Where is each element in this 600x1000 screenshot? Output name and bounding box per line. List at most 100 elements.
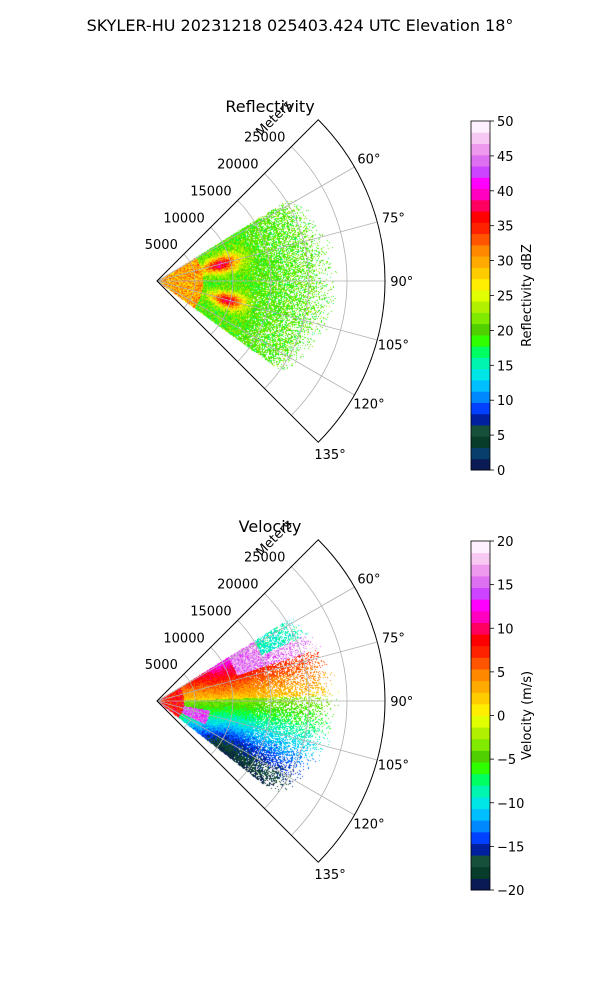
colorbar-segment [471, 301, 490, 313]
range-tick-label: 15000 [190, 604, 231, 619]
sector-frame [156, 119, 386, 443]
colorbar-tick-label: 15 [497, 579, 514, 594]
azimuth-tick-label: 120° [353, 817, 384, 832]
colorbar-tick-label: 5 [497, 429, 505, 444]
colorbar-tick-label: −10 [497, 797, 524, 812]
colorbar-segment [471, 121, 490, 133]
colorbar-segment [471, 610, 490, 623]
colorbar-segment [471, 680, 490, 693]
azimuth-tick-label: 75° [382, 632, 405, 647]
azimuth-tick-label: 105° [378, 758, 409, 773]
colorbar-segment [471, 447, 490, 460]
azimuth-tick-label: 90° [390, 695, 413, 710]
azimuth-gridline [156, 221, 378, 282]
range-tick-label: 20000 [217, 578, 258, 593]
colorbar-segment [471, 402, 490, 415]
panel-title: Velocity [239, 517, 302, 536]
azimuth-gridline [156, 280, 378, 341]
colorbar-tick-label: 20 [497, 324, 514, 339]
colorbar-label: Reflectivity dBZ [520, 244, 535, 347]
panel-title: Reflectivity [225, 97, 314, 116]
azimuth-gridline [156, 280, 355, 396]
azimuth-tick-label: 90° [390, 275, 413, 290]
colorbar-segment [471, 820, 490, 833]
colorbar-segment [471, 692, 490, 705]
colorbar-segment [471, 599, 490, 612]
range-tick-label: 5000 [145, 238, 178, 253]
colorbar-tick-label: −5 [497, 753, 516, 768]
colorbar-tick-label: −15 [497, 840, 524, 855]
colorbar-segment [471, 855, 490, 868]
range-tick-label: 5000 [145, 658, 178, 673]
colorbar-segment [471, 177, 490, 190]
colorbar-segment [471, 244, 490, 257]
colorbar-segment [471, 211, 490, 223]
sector-frame [156, 539, 386, 863]
colorbar-segment [471, 808, 490, 821]
azimuth-tick-label: 105° [378, 338, 409, 353]
colorbar-segment [471, 541, 490, 554]
colorbar-segment [471, 796, 490, 810]
colorbar-segment [471, 668, 490, 682]
figure-suptitle: SKYLER-HU 20231218 025403.424 UTC Elevat… [87, 16, 514, 35]
reflectivity-panel: Reflectivity500010000150002000025000Mete… [145, 46, 535, 516]
range-tick-label: 10000 [163, 211, 204, 226]
colorbar-segment [471, 334, 490, 347]
colorbar-segment [471, 379, 490, 392]
azimuth-tick-label: 135° [314, 868, 345, 883]
colorbar-tick-label: 50 [497, 115, 514, 130]
colorbar-segment [471, 634, 490, 647]
colorbar-segment [471, 703, 490, 716]
colorbar-tick-label: 35 [497, 220, 514, 235]
colorbar-tick-label: 20 [497, 535, 514, 550]
colorbar-segment [471, 552, 490, 565]
colorbar-segment [471, 289, 490, 302]
colorbar-segment [471, 622, 490, 635]
colorbar-tick-label: 25 [497, 290, 514, 305]
range-tick-label: 25000 [244, 131, 285, 146]
colorbar-segment [471, 233, 490, 246]
colorbar-tick-label: 15 [497, 359, 514, 374]
colorbar-segment [471, 391, 490, 403]
colorbar-segment [471, 645, 490, 658]
colorbar-tick-label: 10 [497, 394, 514, 409]
range-tick-label: 25000 [244, 551, 285, 566]
azimuth-tick-label: 60° [357, 153, 380, 168]
colorbar-tick-label: 0 [497, 710, 505, 725]
colorbar-tick-label: 30 [497, 255, 514, 270]
azimuth-tick-label: 120° [353, 397, 384, 412]
colorbar-tick-label: 40 [497, 185, 514, 200]
colorbar-segment [471, 831, 490, 844]
colorbar-segment [471, 199, 490, 212]
colorbar-segment [471, 564, 490, 577]
colorbar-segment [471, 785, 490, 798]
colorbar-segment [471, 738, 490, 751]
colorbar-segment [471, 166, 490, 178]
colorbar-segment [471, 715, 490, 728]
colorbar-segment [471, 346, 490, 358]
colorbar-segment [471, 458, 490, 471]
colorbar-segment [471, 750, 490, 763]
colorbar-tick-label: 10 [497, 622, 514, 637]
colorbar-segment [471, 424, 490, 437]
colorbar-segment [471, 323, 490, 336]
colorbar-segment [471, 357, 490, 370]
colorbar-tick-label: −20 [497, 884, 524, 899]
range-tick-label: 15000 [190, 184, 231, 199]
colorbar-segment [471, 222, 490, 235]
azimuth-gridline [156, 641, 378, 702]
azimuth-tick-label: 75° [382, 212, 405, 227]
azimuth-gridline [156, 700, 378, 761]
colorbar-segment [471, 154, 490, 167]
colorbar-segment [471, 256, 490, 268]
colorbar-tick-label: 45 [497, 150, 514, 165]
colorbar-segment [471, 878, 490, 891]
range-tick-label: 20000 [217, 158, 258, 173]
colorbar-segment [471, 762, 490, 775]
colorbar-segment [471, 368, 490, 381]
colorbar-segment [471, 267, 490, 280]
azimuth-gridline [156, 166, 355, 282]
colorbar-segment [471, 866, 490, 879]
colorbar-tick-label: 0 [497, 464, 505, 479]
